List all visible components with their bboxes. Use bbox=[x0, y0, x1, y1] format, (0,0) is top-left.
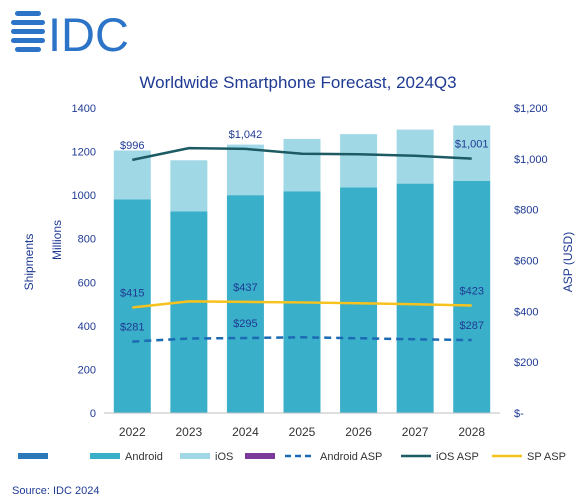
line-sp-asp bbox=[132, 300, 472, 309]
legend-label: iOS ASP bbox=[436, 451, 479, 463]
y-left-tick-label: 1400 bbox=[72, 103, 96, 115]
x-tick-label: 2022 bbox=[119, 425, 146, 439]
legend-label: SP ASP bbox=[527, 451, 566, 463]
legend-label: Android bbox=[125, 451, 163, 463]
data-label: $1,042 bbox=[229, 129, 263, 141]
legend-swatch bbox=[18, 453, 48, 459]
bar-ios-2023 bbox=[170, 160, 208, 212]
y-right-tick-label: $800 bbox=[514, 205, 538, 217]
y-left-tick-label: 0 bbox=[90, 408, 96, 420]
data-labels: $996 $1,042 $1,001 $415 $437 $423 $281 $295 $287 bbox=[120, 129, 488, 334]
y-left-tick-label: 600 bbox=[78, 277, 96, 289]
data-label: $423 bbox=[459, 285, 483, 297]
y-right-label: ASP (USD) bbox=[561, 232, 575, 292]
bar-android-2024 bbox=[226, 195, 264, 413]
y-left-label-shipments: Shipments bbox=[22, 234, 36, 291]
source-note: Source: IDC 2024 bbox=[12, 485, 100, 497]
bars bbox=[113, 125, 491, 413]
data-label: $281 bbox=[120, 322, 144, 334]
legend-label: Android ASP bbox=[320, 451, 382, 463]
y-right-tick-label: $400 bbox=[514, 306, 538, 318]
line-android-asp bbox=[132, 336, 472, 343]
data-label: $996 bbox=[120, 140, 144, 152]
data-label: $415 bbox=[120, 288, 144, 300]
y-left-tick-label: 400 bbox=[78, 321, 96, 333]
left-axis: 0 200 400 600 800 1000 1200 1400 bbox=[72, 103, 96, 420]
bar-ios-2025 bbox=[283, 138, 321, 192]
legend-swatch bbox=[90, 453, 120, 459]
data-label: $295 bbox=[233, 318, 257, 330]
data-label: $437 bbox=[233, 282, 257, 294]
y-left-tick-label: 200 bbox=[78, 364, 96, 376]
y-left-tick-label: 1000 bbox=[72, 190, 96, 202]
bar-ios-2026 bbox=[340, 134, 378, 188]
y-left-tick-label: 800 bbox=[78, 234, 96, 246]
asp-lines bbox=[132, 146, 472, 343]
logo-text: IDC bbox=[48, 8, 129, 58]
data-label: $287 bbox=[459, 320, 483, 332]
x-tick-label: 2024 bbox=[232, 425, 259, 439]
y-right-tick-label: $1,200 bbox=[514, 103, 548, 115]
chart-title: Worldwide Smartphone Forecast, 2024Q3 bbox=[139, 73, 456, 92]
x-tick-label: 2027 bbox=[402, 425, 429, 439]
line-ios-asp bbox=[132, 146, 472, 162]
right-axis: $- $200 $400 $600 $800 $1,000 $1,200 bbox=[514, 103, 548, 420]
y-left-tick-label: 1200 bbox=[72, 147, 96, 159]
bar-ios-2024 bbox=[226, 144, 264, 196]
y-right-tick-label: $- bbox=[514, 408, 524, 420]
x-axis-ticks: 2022 2023 2024 2025 2026 2027 2028 bbox=[119, 425, 485, 439]
y-right-tick-label: $200 bbox=[514, 357, 538, 369]
legend-label: iOS bbox=[215, 451, 233, 463]
bar-android-2027 bbox=[396, 183, 434, 413]
bar-android-2026 bbox=[340, 187, 378, 413]
bar-ios-2028 bbox=[453, 125, 491, 181]
legend-swatch bbox=[245, 453, 275, 459]
x-tick-label: 2023 bbox=[176, 425, 203, 439]
y-right-tick-label: $1,000 bbox=[514, 154, 548, 166]
bar-android-2023 bbox=[170, 211, 208, 413]
legend-swatch bbox=[180, 453, 210, 459]
idc-logo: IDC bbox=[11, 8, 129, 58]
bar-android-2028 bbox=[453, 180, 491, 413]
legend: Android iOS Android ASP iOS ASP SP ASP bbox=[18, 451, 566, 463]
y-right-tick-label: $600 bbox=[514, 256, 538, 268]
data-label: $1,001 bbox=[455, 139, 489, 151]
x-tick-label: 2025 bbox=[289, 425, 316, 439]
x-tick-label: 2028 bbox=[458, 425, 485, 439]
globe-icon bbox=[11, 11, 45, 52]
x-tick-label: 2026 bbox=[345, 425, 372, 439]
y-left-label-millions: Millions bbox=[50, 220, 64, 260]
